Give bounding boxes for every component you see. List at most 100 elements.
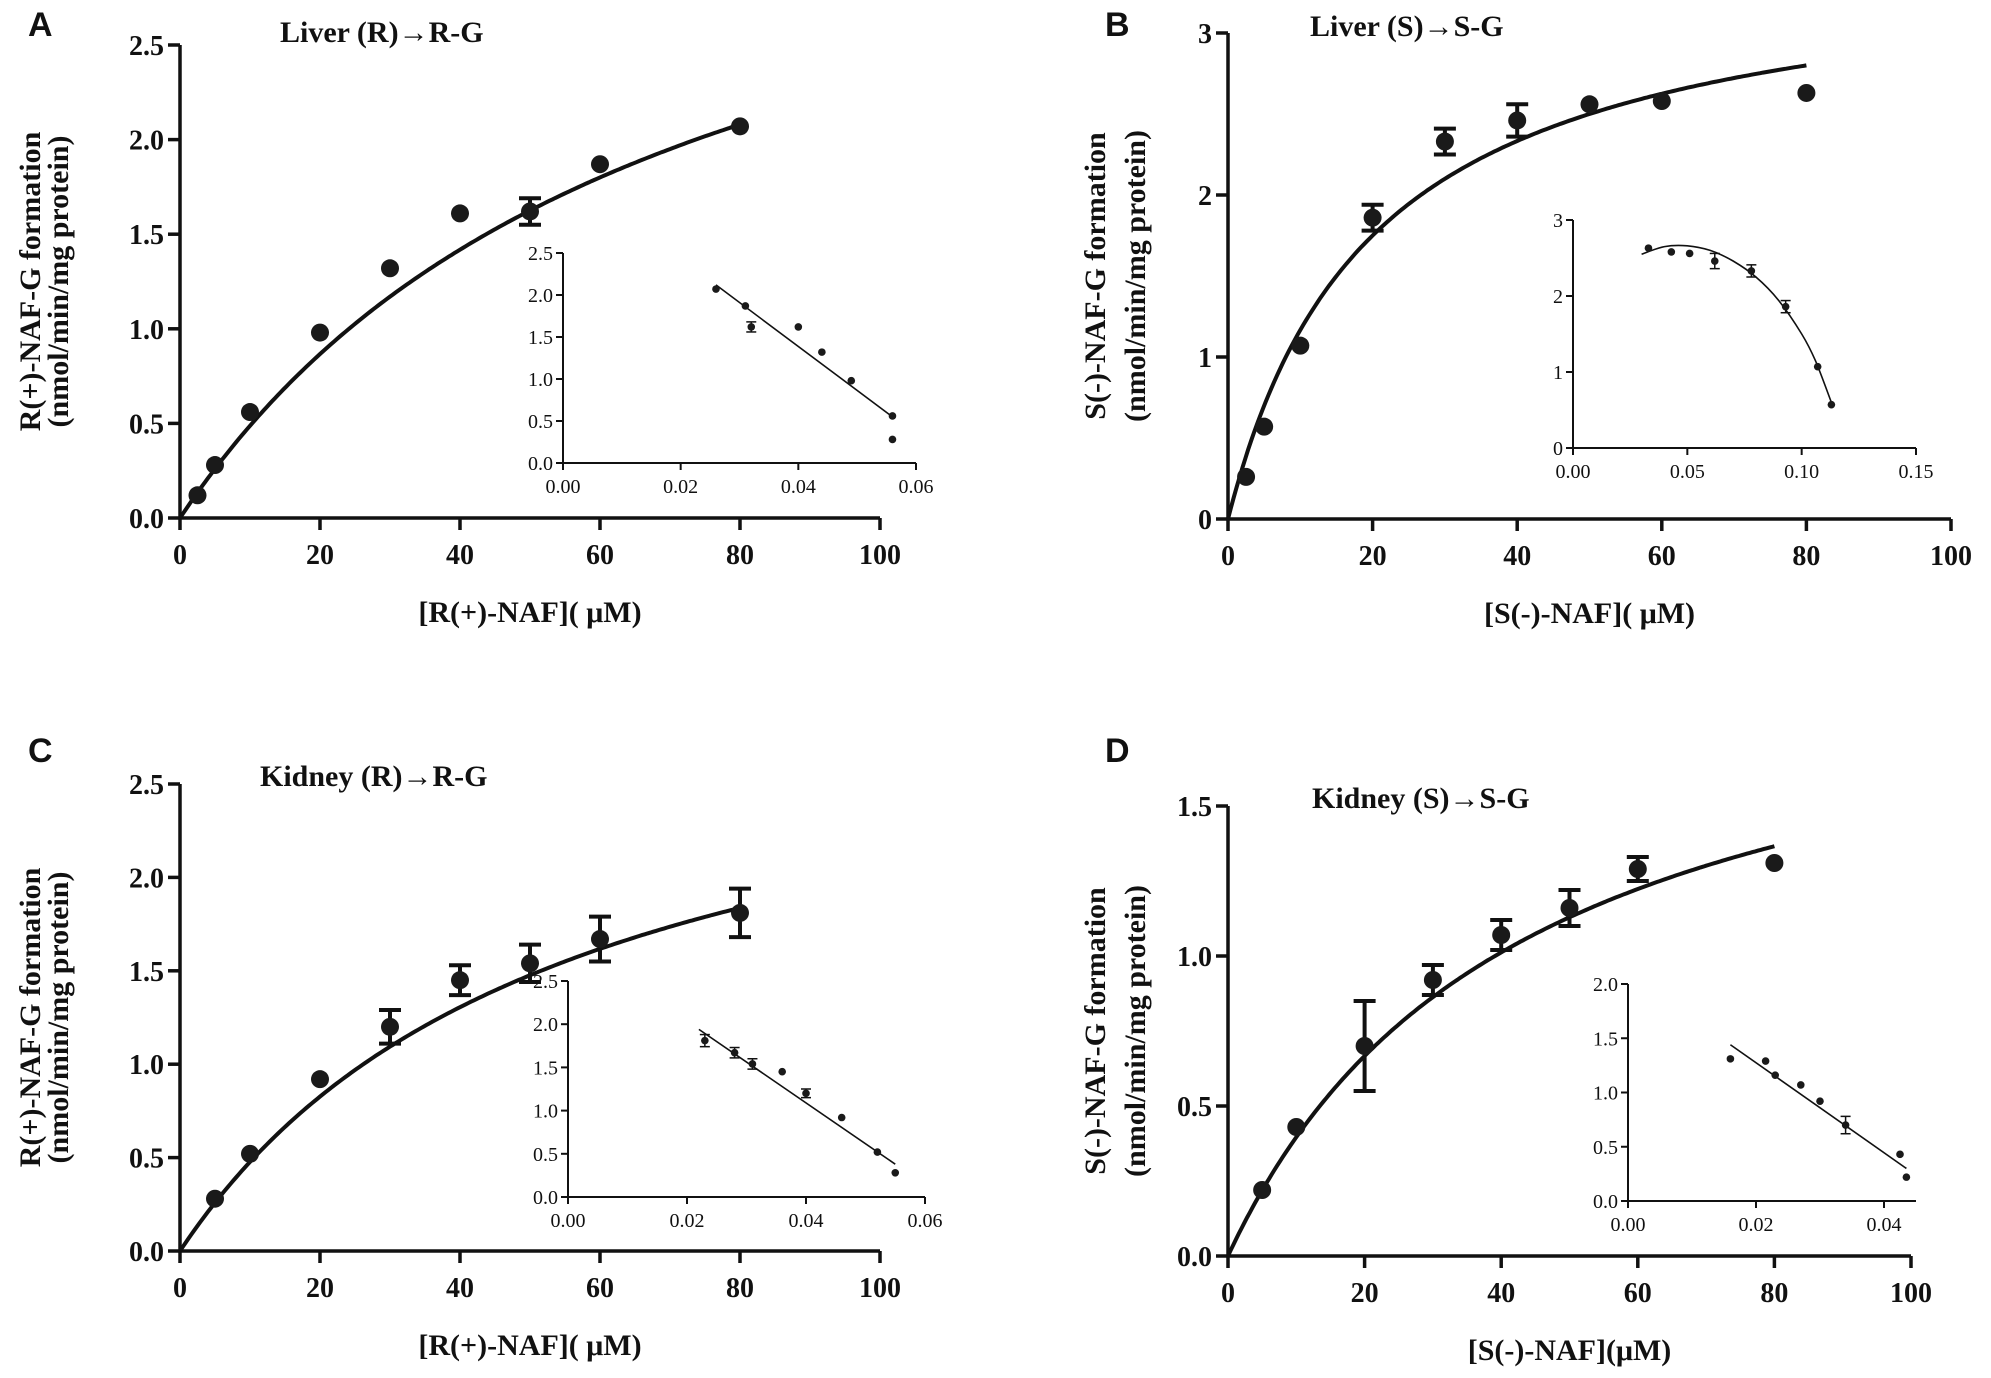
- data-point: [1797, 83, 1816, 102]
- inset-data-point: [1781, 302, 1790, 311]
- x-tick-label: 0: [173, 540, 187, 571]
- y-axis-label-line2: (nmol/min/mg protein): [1119, 885, 1152, 1177]
- data-point: [1560, 899, 1579, 917]
- x-axis-label: [S(-)-NAF]( μM): [1484, 597, 1695, 630]
- inset-fit-curve: [1641, 244, 1833, 403]
- x-tick-label: 40: [446, 1273, 474, 1304]
- data-point: [1291, 336, 1310, 355]
- data-point: [1492, 926, 1511, 944]
- inset-x-tick-label: 0.02: [1739, 1214, 1774, 1236]
- data-point: [1355, 1037, 1374, 1055]
- data-point: [381, 1017, 399, 1036]
- chart-panel-c: C Kidney (R)→R-G 0.0 0.5 1.0 1.5 2.0 2.5 0 20 40 60…: [14, 732, 943, 1362]
- y-tick-label: 1.5: [129, 220, 164, 251]
- inset-y-tick-label: 2: [1553, 286, 1563, 308]
- y-tick-label: 0.5: [129, 409, 164, 440]
- inset-x-tick-label: 0.04: [789, 1210, 824, 1232]
- axes-frame: [178, 784, 880, 1253]
- x-tick-label: 60: [1624, 1278, 1652, 1309]
- inset-y-tick-label: 1.0: [1593, 1083, 1618, 1105]
- y-axis-label-line1: R(+)-NAF-G formation: [14, 867, 47, 1167]
- inset-x-tick-label: 0.06: [899, 476, 934, 498]
- data-point: [1628, 860, 1647, 878]
- inset-chart: 0.0 0.5 1.0 1.5 2.0 2.5 0.00 0.02 0.04 0.06: [528, 243, 934, 498]
- inset-axes-frame: [1572, 220, 1916, 449]
- y-axis-label-line2: (nmol/min/mg protein): [42, 136, 75, 428]
- x-tick-label: 100: [1890, 1278, 1932, 1309]
- y-tick-label: 0.0: [1177, 1242, 1212, 1273]
- inset-data-point: [712, 285, 720, 293]
- inset-y-tick-label: 1.5: [528, 327, 553, 349]
- x-tick-label: 100: [859, 540, 901, 571]
- chart-panel-d: D Kidney (S)→S-G 0.0 0.5 1.0 1.5 0 20 40 60 80 100 […: [1079, 732, 1932, 1367]
- inset-x-tick-label: 0.02: [663, 476, 698, 498]
- y-tick-label: 2.5: [129, 770, 164, 801]
- inset-data-point: [888, 435, 897, 444]
- data-point: [1580, 95, 1599, 114]
- inset-data-point: [1902, 1173, 1911, 1181]
- inset-x-tick-label: 0.10: [1784, 461, 1819, 483]
- inset-data-point: [1896, 1150, 1904, 1159]
- y-axis-label-line2: (nmol/min/mg protein): [42, 872, 75, 1164]
- x-tick-label: 20: [1351, 1278, 1379, 1309]
- fit-curve: [178, 122, 741, 520]
- inset-data-point: [1816, 1097, 1824, 1105]
- inset-y-tick-label: 1.0: [528, 369, 553, 391]
- data-point: [591, 155, 609, 174]
- x-axis-label: [R(+)-NAF]( μM): [418, 596, 641, 629]
- data-point: [241, 403, 259, 422]
- data-point: [521, 954, 539, 973]
- inset-data-point: [802, 1089, 810, 1098]
- data-point: [1423, 971, 1442, 989]
- inset-data-point: [747, 323, 756, 331]
- y-tick-label: 0.5: [129, 1144, 164, 1175]
- data-point: [1435, 132, 1454, 151]
- y-tick-label: 1.0: [1177, 942, 1212, 973]
- data-point: [1508, 111, 1527, 130]
- x-tick-label: 60: [1648, 541, 1676, 572]
- inset-y-tick-label: 1: [1553, 362, 1563, 384]
- inset-y-tick-label: 1.5: [533, 1057, 558, 1079]
- inset-chart: 0.0 0.5 1.0 1.5 2.0 0.00 0.02 0.04: [1593, 974, 1916, 1236]
- x-tick-label: 100: [1930, 541, 1972, 572]
- inset-axes-frame: [562, 253, 916, 464]
- inset-data-point: [818, 348, 826, 356]
- inset-data-point: [1797, 1081, 1805, 1089]
- axes-frame: [1226, 806, 1911, 1258]
- panel-letter: D: [1105, 732, 1130, 770]
- inset-y-tick-label: 1.5: [1593, 1028, 1618, 1050]
- chart-panel-a: A Liver (R)→R-G 0.0 0.5 1.0 1.5 2.0 2.5 0 20 40 60 8…: [14, 6, 934, 629]
- data-point: [1363, 208, 1382, 227]
- x-tick-label: 0: [1221, 541, 1235, 572]
- inset-data-point: [748, 1060, 757, 1068]
- y-tick-label: 1.0: [129, 1050, 164, 1081]
- y-tick-label: 1.5: [129, 957, 164, 988]
- inset-x-tick-label: 0.15: [1899, 461, 1934, 483]
- inset-data-point: [847, 376, 856, 385]
- axes-frame: [178, 45, 880, 520]
- data-point: [188, 486, 207, 505]
- data-point: [591, 930, 609, 949]
- x-tick-label: 0: [1221, 1278, 1235, 1309]
- inset-data-point: [1667, 248, 1676, 256]
- inset-y-tick-label: 2.0: [1593, 974, 1618, 996]
- inset-data-point: [891, 1169, 900, 1177]
- inset-fit-line: [698, 1028, 896, 1165]
- y-tick-label: 1: [1198, 343, 1212, 374]
- fit-curve: [178, 905, 741, 1253]
- x-tick-label: 80: [1792, 541, 1820, 572]
- x-tick-label: 60: [586, 1273, 614, 1304]
- data-point: [451, 971, 469, 990]
- inset-x-tick-label: 0.02: [670, 1210, 705, 1232]
- x-tick-label: 80: [726, 540, 754, 571]
- data-point: [311, 323, 329, 342]
- x-tick-label: 20: [306, 1273, 334, 1304]
- inset-chart: 0.0 0.5 1.0 1.5 2.0 2.5 0.00 0.02 0.04 0.06: [533, 971, 943, 1232]
- inset-data-point: [873, 1148, 882, 1156]
- inset-x-tick-label: 0.04: [1867, 1214, 1902, 1236]
- inset-x-tick-label: 0.00: [546, 476, 581, 498]
- chart-title: Kidney (S)→S-G: [1312, 782, 1530, 815]
- inset-y-tick-label: 0.0: [528, 453, 553, 475]
- inset-chart: 0 1 2 3 0.00 0.05 0.10 0.15: [1553, 210, 1934, 483]
- y-tick-label: 3: [1198, 19, 1212, 50]
